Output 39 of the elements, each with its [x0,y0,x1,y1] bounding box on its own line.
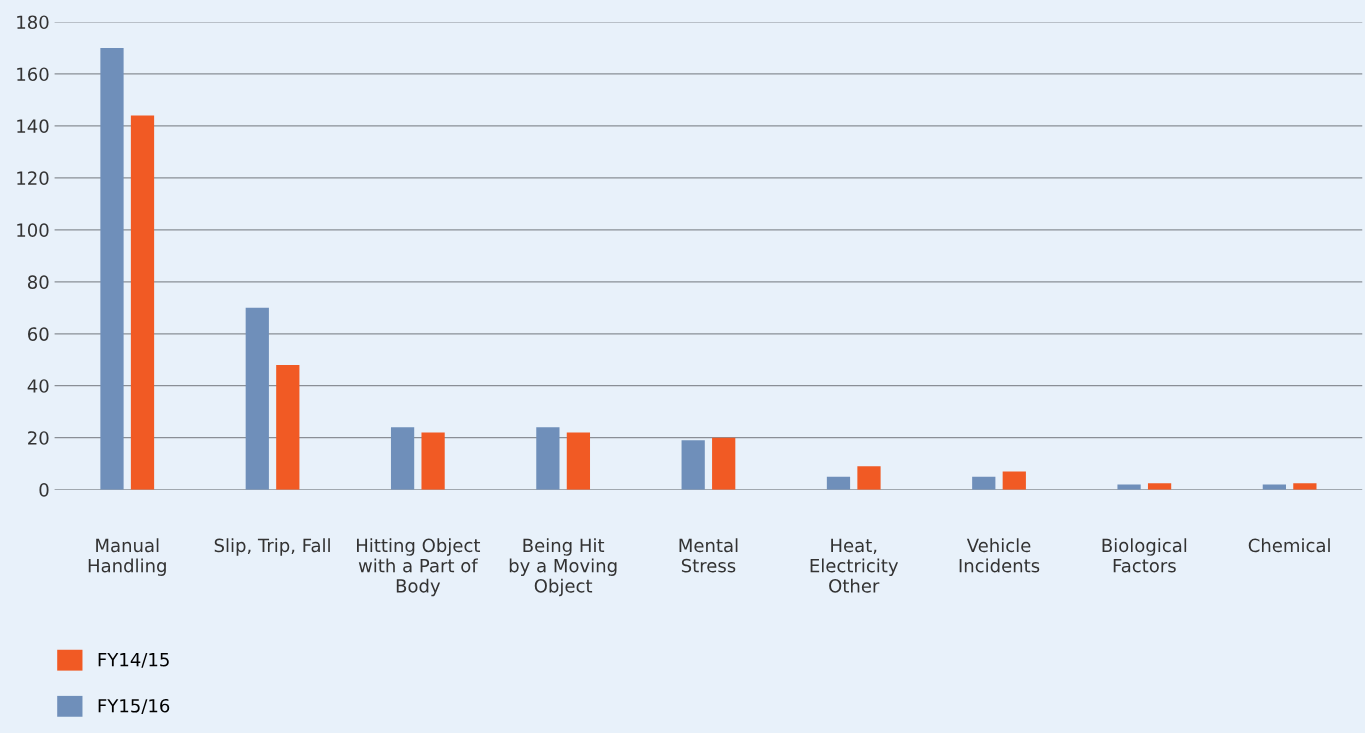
bar [276,364,300,490]
y-tick-label: 180 [17,15,49,30]
x-tick-label: Biological Factors [1102,538,1187,573]
y-tick-label: 40 [27,379,49,393]
x-tick-label: Vehicle Incidents [959,538,1040,573]
bar [536,427,560,490]
x-tick-label: Being Hit by a Moving Object [509,538,617,597]
bar [130,115,155,490]
x-tick-label: Chemical [1248,538,1330,553]
x-tick-label: Manual Handling [88,538,166,576]
bar [681,440,705,490]
x-tick-label: Slip, Trip, Fall [214,538,330,556]
bar [1147,483,1172,490]
y-tick-label: 80 [27,275,49,289]
y-tick-label: 160 [17,67,49,82]
y-tick-label: 0 [39,483,49,497]
bar [421,432,445,490]
bar [390,427,415,490]
bar [566,432,591,490]
bar [245,307,269,490]
bar [1002,471,1026,490]
bar [972,476,996,490]
x-tick-label: Heat, Electricity Other [810,538,899,593]
x-tick-label: Hitting Object with a Part of Body [357,538,481,597]
bar [1293,483,1317,490]
bar [826,476,851,490]
y-tick-label: 20 [28,431,49,445]
bar [1262,484,1286,490]
y-tick-label: 100 [17,223,49,237]
x-tick-label: Mental Stress [679,538,738,573]
bar [712,437,736,490]
bar [857,466,881,490]
legend-label: FY15/16 [98,698,170,714]
legend-label: FY14/15 [98,653,169,668]
bar [1117,484,1141,490]
y-tick-label: 60 [28,327,49,341]
y-tick-label: 140 [17,119,49,134]
bar [100,47,124,490]
y-tick-label: 120 [17,171,49,185]
